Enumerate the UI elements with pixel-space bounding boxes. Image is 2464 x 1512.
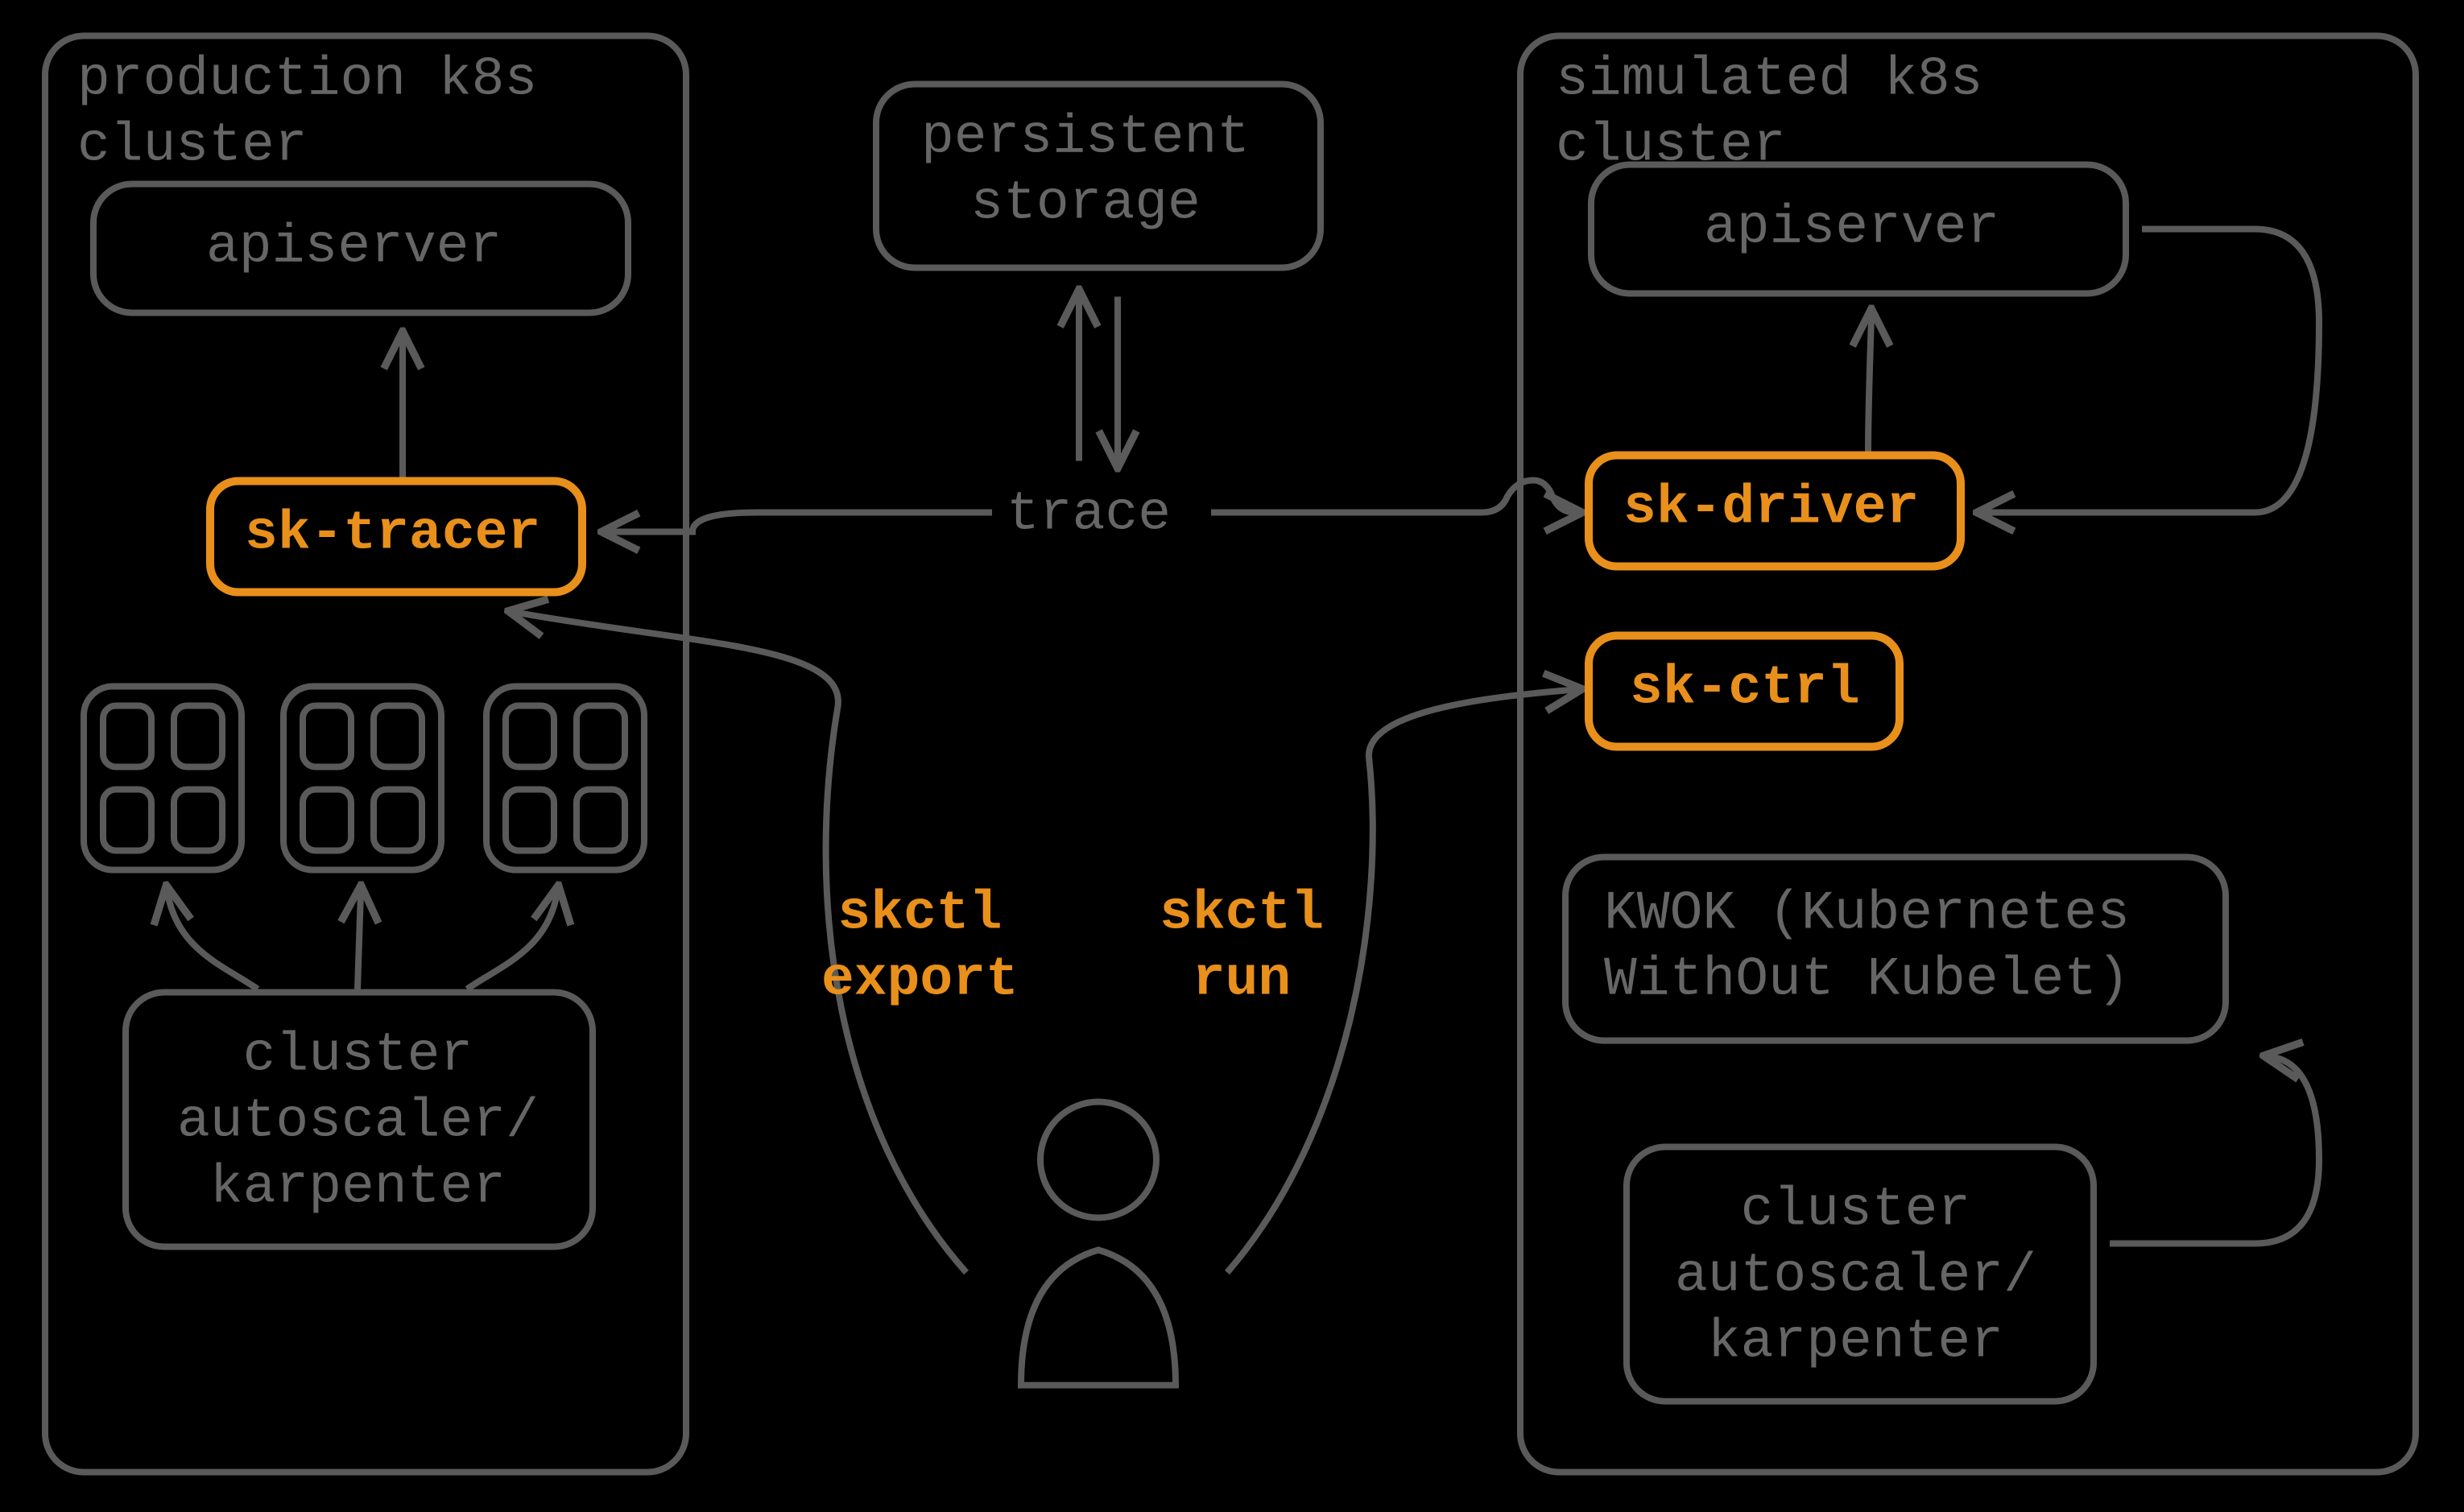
skctl-export-label: skctl export — [821, 882, 1019, 1014]
prod-autoscaler-label: cluster autoscaler/ karpenter — [177, 1024, 539, 1221]
sk-ctrl-label: sk-ctrl — [1630, 657, 1860, 723]
cluster-simulated-title: simulated k8s cluster — [1556, 48, 1983, 180]
kwok-label: KWOK (Kubernetes WithOut Kubelet) — [1604, 882, 2130, 1014]
prod-node-3-pods — [483, 683, 647, 873]
prod-apiserver-label: apiserver — [206, 216, 502, 282]
skctl-run-label: skctl run — [1160, 882, 1324, 1014]
prod-node-1-pods — [81, 683, 245, 873]
sim-apiserver-label: apiserver — [1704, 196, 1999, 262]
prod-node-2-pods — [280, 683, 444, 873]
person-head — [1040, 1101, 1156, 1217]
person-body — [1021, 1250, 1176, 1385]
cluster-production-title: production k8s cluster — [77, 48, 537, 180]
sim-autoscaler-label: cluster autoscaler/ karpenter — [1675, 1179, 2036, 1376]
trace-label: trace — [1007, 483, 1171, 549]
persistent-storage-label: persistent storage — [921, 106, 1250, 238]
sk-tracer-label: sk-tracer — [245, 502, 540, 568]
sk-driver-label: sk-driver — [1623, 477, 1919, 543]
diagram-canvas: production k8s cluster apiserver sk-trac… — [0, 0, 2464, 1512]
